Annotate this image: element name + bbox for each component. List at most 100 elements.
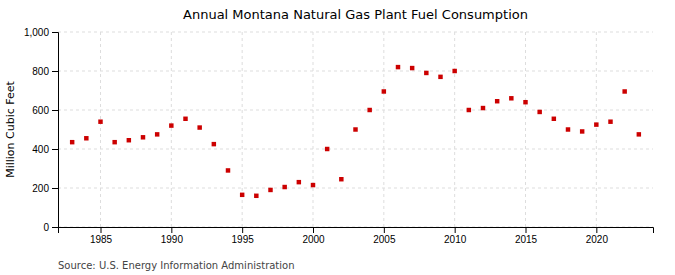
x-grid-line: [100, 32, 101, 227]
y-tick: 200: [32, 183, 58, 194]
point: [183, 117, 187, 121]
point: [212, 142, 216, 146]
point: [311, 183, 315, 187]
point: [98, 119, 102, 123]
point: [495, 99, 499, 103]
x-tick-mark: [384, 227, 385, 233]
x-tick-mark: [242, 227, 243, 233]
title: Annual Montana Natural Gas Plant Fuel Co…: [183, 7, 528, 22]
point: [240, 193, 244, 197]
x-grid-line: [242, 32, 243, 227]
point: [169, 123, 173, 127]
y-tick: 0: [43, 222, 58, 233]
y-grid-line: [58, 110, 653, 111]
point: [537, 110, 541, 114]
x-grid-line: [525, 32, 526, 227]
point: [339, 177, 343, 181]
x-axis-line: [59, 228, 654, 234]
x-grid-line: [313, 32, 314, 227]
x-tick-mark: [171, 227, 172, 233]
point: [254, 194, 258, 198]
point: [70, 140, 74, 144]
point: [552, 117, 556, 121]
x-tick-label: 2010: [444, 234, 467, 245]
y-tick-label: 600: [32, 105, 49, 116]
y-tick-label: 1,000: [24, 27, 49, 38]
x-tick-label: 2020: [586, 234, 609, 245]
point: [424, 71, 428, 75]
y-grid-line: [58, 188, 653, 189]
y-axis: 0 200 400 600 800 1,000: [24, 27, 59, 233]
y-axis-title: Million Cubic Feet: [4, 80, 17, 177]
y-tick: 400: [32, 144, 58, 155]
y-tick: 800: [32, 66, 58, 77]
x-tick-label: 1995: [232, 234, 255, 245]
point: [382, 89, 386, 93]
point: [367, 108, 371, 112]
point: [297, 180, 301, 184]
y-grid-line: [58, 71, 653, 72]
plot-area: 1985 1990 1995 2000 2005 2010 2015 2020 0 200 400 6…: [24, 27, 654, 245]
x-grid-line: [383, 32, 384, 227]
point: [197, 125, 201, 129]
x-tick-mark: [313, 227, 314, 233]
point: [268, 188, 272, 192]
source-note: Source: U.S. Energy Information Administ…: [58, 260, 295, 271]
x-tick: 2010: [444, 227, 467, 245]
y-tick-mark: [52, 188, 58, 189]
point: [580, 129, 584, 133]
y-tick: 1,000: [24, 27, 58, 38]
x-tick-mark: [526, 227, 527, 233]
x-tick-label: 1990: [161, 234, 184, 245]
point: [353, 127, 357, 131]
point: [523, 100, 527, 104]
point: [226, 168, 230, 172]
point: [396, 65, 400, 69]
y-axis-line: [52, 33, 59, 228]
y-grid-line: [58, 32, 653, 33]
y-tick-mark: [52, 71, 58, 72]
point: [141, 135, 145, 139]
x-tick-label: 2000: [302, 234, 325, 245]
point: [84, 136, 88, 140]
point: [325, 147, 329, 151]
point: [566, 127, 570, 131]
x-tick: 2005: [373, 227, 396, 245]
point: [637, 132, 641, 136]
points: [70, 65, 641, 198]
point: [622, 89, 626, 93]
y-tick-mark: [52, 32, 58, 33]
x-grid-line: [596, 32, 597, 227]
y-grid-line: [58, 149, 653, 150]
y-tick-mark: [52, 227, 58, 228]
y-tick: 600: [32, 105, 58, 116]
x-axis: 1985 1990 1995 2000 2005 2010 2015 2020: [59, 227, 654, 245]
point: [594, 122, 598, 126]
grid: [58, 32, 653, 227]
x-tick: 2000: [302, 227, 325, 245]
x-tick: 2020: [586, 227, 609, 245]
point: [410, 66, 414, 70]
x-tick-label: 1985: [90, 234, 113, 245]
y-tick-mark: [52, 110, 58, 111]
x-tick: 1985: [90, 227, 113, 245]
point: [509, 96, 513, 100]
x-tick-label: 2015: [515, 234, 538, 245]
y-tick-label: 400: [32, 144, 49, 155]
point: [481, 106, 485, 110]
point: [282, 185, 286, 189]
point: [127, 138, 131, 142]
y-tick-label: 0: [43, 222, 49, 233]
y-tick-label: 800: [32, 66, 49, 77]
x-grid-line: [454, 32, 455, 227]
point: [438, 75, 442, 79]
x-tick-label: 2005: [373, 234, 396, 245]
x-grid-line: [171, 32, 172, 227]
y-tick-label: 200: [32, 183, 49, 194]
x-tick-mark: [596, 227, 597, 233]
x-tick-mark: [455, 227, 456, 233]
x-tick-mark: [101, 227, 102, 233]
point: [155, 132, 159, 136]
x-tick: 2015: [515, 227, 538, 245]
point: [608, 119, 612, 123]
